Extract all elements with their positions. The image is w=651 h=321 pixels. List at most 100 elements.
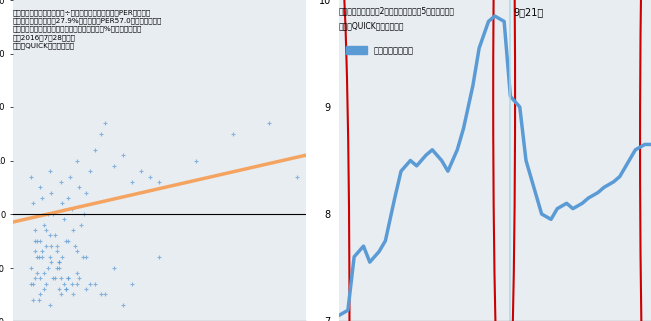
Point: [66, 206, 77, 211]
Point: [44, 302, 55, 308]
Text: 9月21日: 9月21日: [514, 7, 544, 17]
Point: [81, 286, 91, 291]
Text: 注：歪み度合い＝図2の傾向線の傾き（5日移動平均）: 注：歪み度合い＝図2の傾向線の傾き（5日移動平均）: [339, 6, 454, 15]
Point: [264, 120, 275, 126]
Point: [62, 238, 73, 243]
Point: [118, 302, 128, 308]
Point: [35, 185, 46, 190]
Point: [37, 254, 48, 259]
Point: [74, 185, 84, 190]
Point: [44, 169, 55, 174]
Point: [61, 286, 72, 291]
Point: [72, 270, 82, 275]
Point: [52, 265, 62, 270]
Point: [74, 276, 84, 281]
Point: [81, 190, 91, 195]
Point: [33, 254, 44, 259]
Point: [85, 169, 95, 174]
Point: [26, 174, 36, 179]
Point: [72, 281, 82, 286]
Point: [35, 292, 46, 297]
Point: [96, 292, 106, 297]
Point: [100, 292, 110, 297]
Point: [61, 238, 72, 243]
Point: [41, 228, 51, 233]
Point: [77, 254, 88, 259]
Point: [33, 297, 44, 302]
Point: [48, 276, 59, 281]
Point: [41, 244, 51, 249]
Point: [76, 222, 86, 227]
Point: [109, 265, 119, 270]
Point: [32, 254, 42, 259]
Point: [145, 174, 156, 179]
Point: [44, 233, 55, 238]
Point: [127, 281, 137, 286]
Text: 資料：QUICKより筆者作成: 資料：QUICKより筆者作成: [339, 21, 404, 30]
Point: [28, 297, 38, 302]
Point: [50, 233, 61, 238]
Point: [35, 238, 46, 243]
Point: [79, 212, 90, 217]
Point: [52, 249, 62, 254]
Point: [96, 131, 106, 136]
Point: [42, 212, 53, 217]
Point: [55, 276, 66, 281]
Point: [59, 281, 70, 286]
Point: [85, 281, 95, 286]
Point: [53, 260, 64, 265]
Point: [136, 169, 146, 174]
Text: 注：買入割合＝年間買入額÷浮動株ベース時価総額、PERは業種中
央値との差。買入割合27.9%、業種相対PER57.0倍と極端に大き
いファーストリテイリングお: 注：買入割合＝年間買入額÷浮動株ベース時価総額、PERは業種中 央値との差。買入…: [13, 10, 162, 49]
Point: [68, 228, 79, 233]
Point: [28, 201, 38, 206]
Point: [68, 292, 79, 297]
Point: [57, 201, 68, 206]
Point: [118, 152, 128, 158]
Point: [62, 276, 73, 281]
Point: [28, 281, 38, 286]
Point: [30, 249, 40, 254]
Point: [39, 270, 49, 275]
Point: [37, 195, 48, 201]
Point: [39, 286, 49, 291]
Point: [154, 179, 165, 185]
Point: [41, 281, 51, 286]
Point: [46, 244, 57, 249]
Point: [30, 228, 40, 233]
Point: [35, 276, 46, 281]
Point: [53, 286, 64, 291]
Point: [72, 249, 82, 254]
Point: [37, 249, 48, 254]
Point: [100, 120, 110, 126]
Point: [62, 276, 73, 281]
Point: [26, 281, 36, 286]
Point: [48, 212, 59, 217]
Point: [228, 131, 238, 136]
Point: [59, 217, 70, 222]
Point: [46, 190, 57, 195]
Point: [50, 276, 61, 281]
Point: [57, 254, 68, 259]
Point: [32, 270, 42, 275]
Point: [81, 254, 91, 259]
Point: [53, 260, 64, 265]
Point: [55, 292, 66, 297]
Point: [109, 163, 119, 169]
Point: [61, 286, 72, 291]
Point: [72, 158, 82, 163]
Point: [55, 179, 66, 185]
Point: [90, 281, 101, 286]
Point: [32, 238, 42, 243]
Point: [70, 244, 81, 249]
Point: [53, 265, 64, 270]
Point: [30, 238, 40, 243]
Point: [44, 254, 55, 259]
Point: [292, 174, 302, 179]
Point: [90, 147, 101, 152]
Point: [154, 254, 165, 259]
Point: [52, 244, 62, 249]
Point: [46, 260, 57, 265]
Legend: 株価の歪み度合い: 株価の歪み度合い: [342, 43, 417, 58]
Point: [26, 265, 36, 270]
Point: [64, 174, 75, 179]
